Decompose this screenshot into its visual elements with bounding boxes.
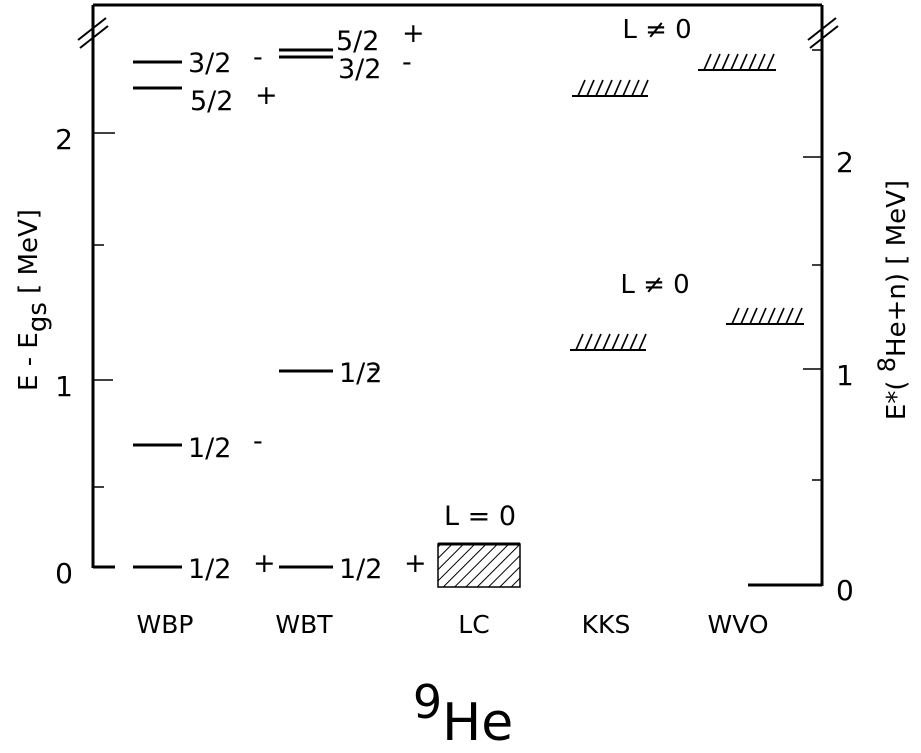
wbt-level-4-parity: - [402, 47, 412, 78]
wbp-level-2-spin: 1/2 [188, 433, 231, 464]
wbp-level-2-parity: - [253, 426, 263, 457]
wbt-level-2-parity: - [368, 353, 378, 384]
lc-band: L = 0 [437, 501, 521, 588]
wbt-level-2-spin: 1/2 [339, 358, 382, 389]
right-axis [748, 5, 839, 587]
right-tick-0: 0 [836, 574, 854, 607]
column-label-kks: KKS [582, 610, 631, 639]
left-tick-2: 2 [55, 123, 73, 156]
wbt-level-4-spin: 3/2 [338, 54, 381, 85]
kks-band-high [572, 79, 649, 97]
right-tick-2: 2 [836, 146, 854, 179]
column-label-lc: LC [458, 610, 489, 639]
wvo-band-low: L ≠ 0 [620, 270, 804, 325]
wbt-level-3-parity: + [402, 18, 425, 49]
wbp-level-4-spin: 3/2 [188, 48, 231, 79]
right-tick-1: 1 [836, 359, 854, 392]
column-label-wbt: WBT [275, 610, 333, 639]
wbp-level-1-parity: + [253, 548, 276, 579]
wbt-level-1-spin: 1/2 [339, 554, 382, 585]
wbt-level-1-parity: + [404, 548, 427, 579]
column-label-wvo: WVO [707, 610, 768, 639]
lc-note: L = 0 [444, 501, 516, 532]
left-axis-label: E - Egs [ MeV] [14, 209, 53, 391]
column-label-wbp: WBP [137, 610, 194, 639]
wvo-band-high: L ≠ 0 [622, 15, 776, 71]
right-axis-label: E*( 8He+n) [ MeV] [873, 180, 912, 420]
wbt-levels: 1/2 + 1/2 - 5/2 + 3/2 - [279, 18, 427, 585]
left-axis [77, 3, 822, 569]
wbt-level-3-spin: 5/2 [336, 26, 379, 57]
wbp-level-3-spin: 5/2 [190, 86, 233, 117]
wbp-levels: 1/2 + 1/2 - 5/2 + 3/2 - [133, 42, 278, 585]
diagram-title: 9He [413, 675, 513, 753]
kks-band-low [570, 333, 647, 351]
wbp-level-1-spin: 1/2 [188, 554, 231, 585]
wbp-level-3-parity: + [255, 80, 278, 111]
wbp-level-4-parity: - [253, 42, 263, 73]
wvo-note-low: L ≠ 0 [620, 270, 689, 300]
left-tick-1: 1 [55, 370, 73, 403]
left-tick-0: 0 [55, 557, 73, 590]
wvo-note-high: L ≠ 0 [622, 15, 691, 45]
